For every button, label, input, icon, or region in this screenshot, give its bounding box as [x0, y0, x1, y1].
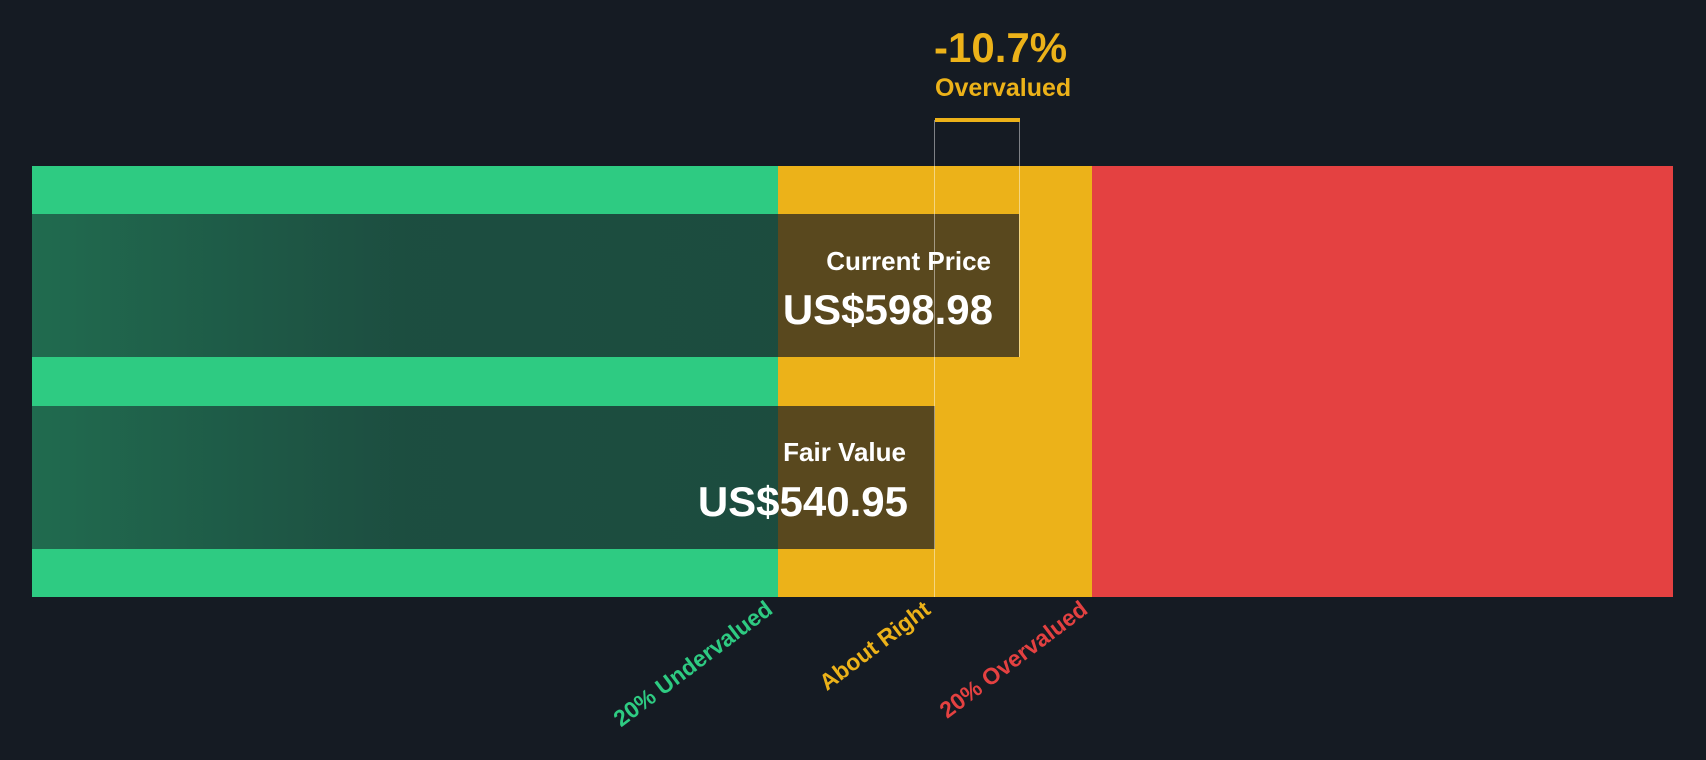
- bracket-top: [935, 118, 1020, 122]
- fair-value-bar: [32, 406, 778, 549]
- zone-label-undervalued: 20% Undervalued: [608, 595, 778, 732]
- fair-value-value: US$540.95: [697, 478, 908, 525]
- difference-percent: -10.7%: [934, 24, 1068, 71]
- bracket-line-right: [1019, 120, 1020, 357]
- current-price-label: Current Price: [826, 246, 991, 276]
- fair-value-label: Fair Value: [783, 437, 906, 467]
- zone-label-about-right: About Right: [814, 595, 936, 696]
- current-price-value: US$598.98: [782, 286, 993, 333]
- bracket-line-left: [934, 120, 935, 597]
- zone-label-overvalued: 20% Overvalued: [934, 595, 1093, 724]
- overvalued-zone: [1092, 166, 1673, 597]
- difference-verdict: Overvalued: [935, 74, 1072, 102]
- current-price-bar-overlap: [778, 214, 1019, 357]
- current-price-bar: [32, 214, 778, 357]
- fair-value-bar-overlap: [778, 406, 935, 549]
